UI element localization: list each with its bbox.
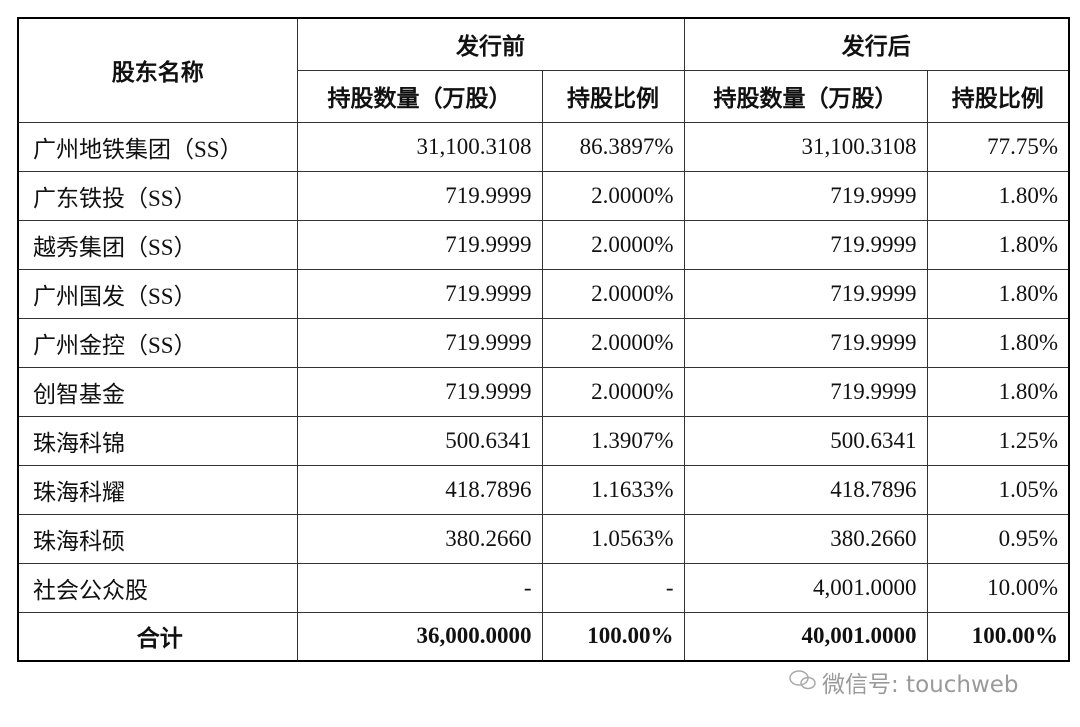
- watermark: 微信号: touchweb: [822, 672, 1019, 698]
- table-cell: 500.6341: [683, 415, 928, 466]
- table-cell: -: [541, 562, 685, 613]
- wechat-icon: [789, 670, 816, 690]
- header-cell: 持股比例: [926, 69, 1070, 123]
- table-cell: 2.0000%: [541, 366, 685, 417]
- table-cell: -: [296, 562, 543, 613]
- header-cell: 发行前: [296, 17, 685, 71]
- table-cell: 1.80%: [926, 268, 1070, 319]
- table-cell: 1.3907%: [541, 415, 685, 466]
- table-cell: 0.95%: [926, 513, 1070, 564]
- table-cell: 719.9999: [683, 170, 928, 221]
- header-cell: 发行后: [683, 17, 1070, 71]
- header-cell: 持股数量（万股）: [683, 69, 928, 123]
- table-cell: 1.25%: [926, 415, 1070, 466]
- table-cell: 418.7896: [296, 464, 543, 515]
- table-cell: 创智基金: [17, 366, 298, 417]
- table-cell: 广州地铁集团（SS）: [17, 121, 298, 172]
- table-row: 创智基金 719.9999 2.0000% 719.9999 1.80%: [17, 366, 1070, 417]
- table-cell: 合计: [17, 611, 298, 662]
- table-row: 珠海科硕 380.2660 1.0563% 380.2660 0.95%: [17, 513, 1070, 564]
- table-cell: 1.1633%: [541, 464, 685, 515]
- table-row: 广东铁投（SS） 719.9999 2.0000% 719.9999 1.80%: [17, 170, 1070, 221]
- table-cell: 77.75%: [926, 121, 1070, 172]
- table-cell: 珠海科耀: [17, 464, 298, 515]
- table-row: 珠海科耀 418.7896 1.1633% 418.7896 1.05%: [17, 464, 1070, 515]
- table-cell: 广州金控（SS）: [17, 317, 298, 368]
- table-row: 广州国发（SS） 719.9999 2.0000% 719.9999 1.80%: [17, 268, 1070, 319]
- table-cell: 719.9999: [683, 268, 928, 319]
- table-row: 越秀集团（SS） 719.9999 2.0000% 719.9999 1.80%: [17, 219, 1070, 270]
- table-cell: 719.9999: [296, 268, 543, 319]
- table-cell: 1.80%: [926, 317, 1070, 368]
- table-cell: 珠海科锦: [17, 415, 298, 466]
- table-cell: 31,100.3108: [296, 121, 543, 172]
- table-row: 珠海科锦 500.6341 1.3907% 500.6341 1.25%: [17, 415, 1070, 466]
- table-cell: 1.0563%: [541, 513, 685, 564]
- table-cell: 1.80%: [926, 170, 1070, 221]
- table-cell: 719.9999: [296, 170, 543, 221]
- table-cell: 1.05%: [926, 464, 1070, 515]
- header-cell: 股东名称: [17, 17, 298, 123]
- table-cell: 86.3897%: [541, 121, 685, 172]
- header-cell: 持股数量（万股）: [296, 69, 543, 123]
- shareholder-table: 股东名称 发行前 发行后 持股数量（万股） 持股比例 持股数量（万股） 持股比例…: [17, 17, 1070, 662]
- table-cell: 广东铁投（SS）: [17, 170, 298, 221]
- table-row: 合计 36,000.0000 100.00% 40,001.0000 100.00%: [17, 611, 1070, 662]
- table-row: 社会公众股 - -4,001.0000 10.00%: [17, 562, 1070, 613]
- table-cell: 1.80%: [926, 366, 1070, 417]
- table-cell: 380.2660: [683, 513, 928, 564]
- table-cell: 36,000.0000: [296, 611, 543, 662]
- table-cell: 380.2660: [296, 513, 543, 564]
- table-cell: 40,001.0000: [683, 611, 928, 662]
- table-body: 广州地铁集团（SS） 31,100.3108 86.3897% 31,100.3108…: [17, 121, 1070, 662]
- table-cell: 719.9999: [683, 317, 928, 368]
- table-cell: 100.00%: [541, 611, 685, 662]
- table-cell: 100.00%: [926, 611, 1070, 662]
- table-cell: 719.9999: [296, 317, 543, 368]
- table-cell: 1.80%: [926, 219, 1070, 270]
- table-cell: 2.0000%: [541, 170, 685, 221]
- table-cell: 社会公众股: [17, 562, 298, 613]
- table-cell: 500.6341: [296, 415, 543, 466]
- table-cell: 10.00%: [926, 562, 1070, 613]
- table-row: 广州地铁集团（SS） 31,100.3108 86.3897% 31,100.3108…: [17, 121, 1070, 172]
- table-cell: 719.9999: [683, 219, 928, 270]
- table-cell: 719.9999: [296, 366, 543, 417]
- table-cell: 2.0000%: [541, 268, 685, 319]
- table-cell: 2.0000%: [541, 317, 685, 368]
- table-row: 广州金控（SS） 719.9999 2.0000% 719.9999 1.80%: [17, 317, 1070, 368]
- table-cell: 珠海科硕: [17, 513, 298, 564]
- table-cell: 4,001.0000: [683, 562, 928, 613]
- table-cell: 719.9999: [296, 219, 543, 270]
- table-cell: 31,100.3108: [683, 121, 928, 172]
- table-cell: 广州国发（SS）: [17, 268, 298, 319]
- table-cell: 418.7896: [683, 464, 928, 515]
- table-cell: 越秀集团（SS）: [17, 219, 298, 270]
- table-cell: 2.0000%: [541, 219, 685, 270]
- header-cell: 持股比例: [541, 69, 685, 123]
- table-cell: 719.9999: [683, 366, 928, 417]
